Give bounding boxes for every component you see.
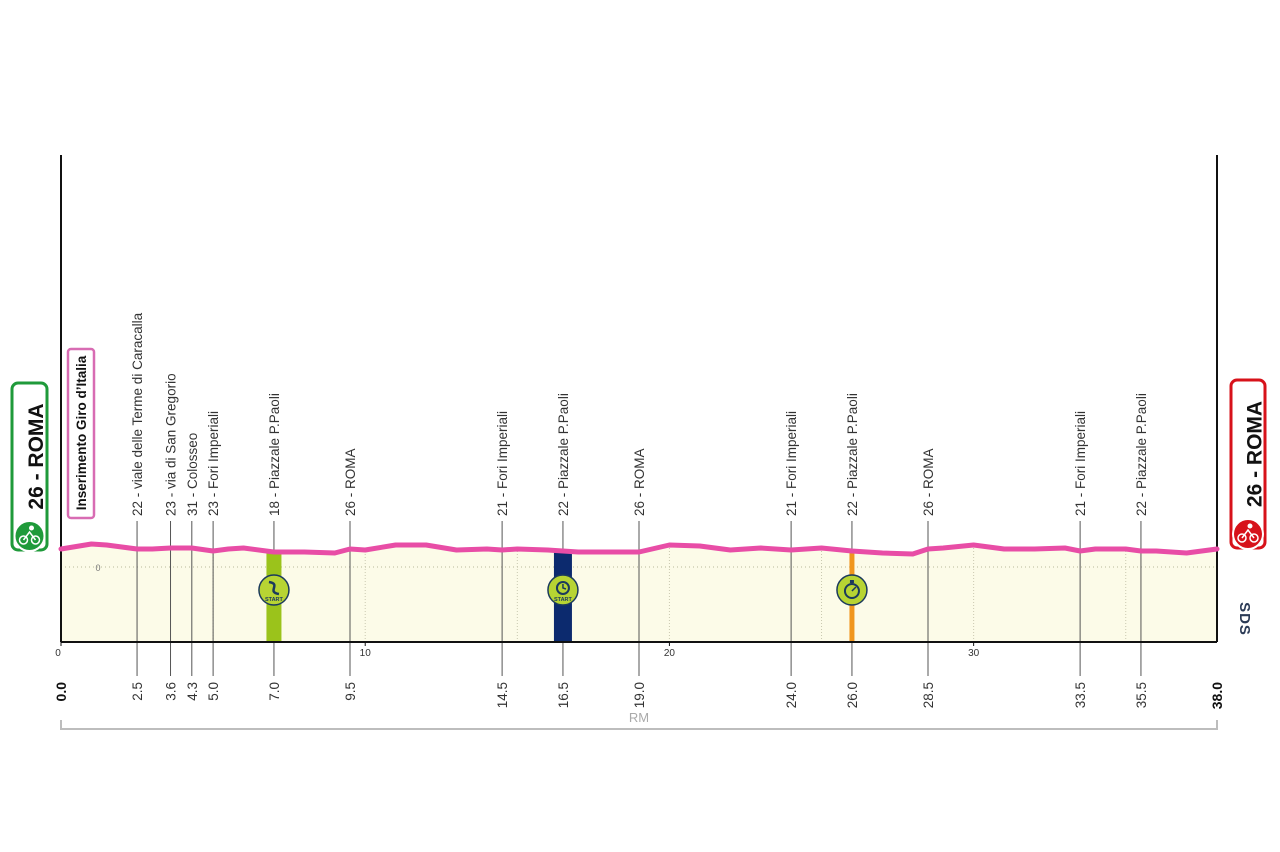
x-tick-label: 0 (55, 648, 61, 659)
marker-start-road-icon: START (258, 574, 290, 606)
brand-logo: SDS (1236, 602, 1253, 636)
waypoint-label: 18 - Piazzale P.Paoli (267, 393, 282, 516)
waypoint-label: 21 - Fori Imperiali (495, 411, 510, 516)
cyclist-wheel (18, 535, 29, 545)
waypoint-km-label: 38.0 (1209, 682, 1225, 709)
waypoint-label: 23 - Fori Imperiali (206, 411, 221, 516)
waypoint-km-label: 35.5 (1134, 682, 1149, 708)
zero-reference-label: 0 (95, 563, 100, 573)
marker-start-clock-icon: START (547, 574, 579, 606)
waypoint-km-label: 4.3 (185, 682, 200, 701)
waypoint-label: 26 - ROMA (921, 448, 936, 516)
waypoint-km-label: 9.5 (343, 682, 358, 701)
stopwatch-glyph (843, 583, 860, 599)
rm-label: RM (629, 710, 649, 725)
stopwatch-crown-glyph (849, 580, 854, 583)
cyclist-frame (22, 530, 37, 541)
cyclist-wheel (1249, 533, 1259, 543)
marker-label: START (265, 597, 284, 603)
waypoint-label: 21 - Fori Imperiali (1073, 411, 1088, 516)
cyclist-wheel (1237, 533, 1247, 543)
start-clock-icon (547, 574, 579, 606)
start-badge-label: 26 - ROMA (25, 403, 48, 509)
x-tick-label: 10 (360, 648, 372, 659)
waypoint-label: 21 - Fori Imperiali (784, 411, 799, 516)
inserimento-box: Inserimento Giro d’Italia (66, 347, 96, 520)
waypoint-km-label: 16.5 (556, 682, 571, 708)
marker-stopwatch-icon (836, 574, 868, 606)
waypoint-km-label: 2.5 (130, 682, 145, 701)
waypoint-km-label: 5.0 (206, 682, 221, 701)
waypoint-km-label: 3.6 (164, 682, 179, 701)
x-tick-label: 30 (968, 648, 980, 659)
cyclist-icon (13, 520, 46, 552)
waypoint-km-label: 14.5 (495, 682, 510, 708)
x-tick-label: 20 (664, 648, 676, 659)
waypoint-km-label: 24.0 (784, 682, 799, 708)
elevation-profile-line (58, 541, 1220, 557)
waypoint-km-label: 33.5 (1073, 682, 1088, 708)
clock-hands-glyph (562, 584, 567, 590)
waypoint-km-label: 26.0 (845, 682, 860, 708)
inserimento-frame (66, 347, 96, 520)
road-glyph (268, 580, 280, 596)
finish-badge: 26 - ROMA (1229, 378, 1267, 550)
inserimento-label: Inserimento Giro d’Italia (74, 355, 89, 510)
distance-bracket (60, 720, 1218, 730)
waypoint-label: 22 - Piazzale P.Paoli (845, 393, 860, 516)
cyclist-head (1247, 523, 1253, 529)
finish-badge-label: 26 - ROMA (1244, 401, 1267, 507)
cyclist-frame (1241, 528, 1255, 539)
marker-label: START (554, 597, 573, 603)
clock-glyph (555, 581, 570, 595)
cyclist-icon (1232, 518, 1264, 550)
waypoint-km-label: 0.0 (53, 682, 69, 702)
waypoint-label: 22 - viale delle Terme di Caracalla (130, 312, 145, 516)
waypoint-km-label: 7.0 (267, 682, 282, 701)
waypoint-label: 22 - Piazzale P.Paoli (556, 393, 571, 516)
cyclist-wheel (30, 535, 41, 545)
stopwatch-hand-glyph (851, 586, 857, 592)
waypoint-km-label: 19.0 (632, 682, 647, 708)
waypoint-label: 23 - via di San Gregorio (164, 373, 179, 516)
waypoint-km-label: 28.5 (921, 682, 936, 708)
cyclist-head (29, 525, 34, 531)
waypoint-label: 26 - ROMA (343, 448, 358, 516)
waypoint-label: 22 - Piazzale P.Paoli (1134, 393, 1149, 516)
waypoint-label: 26 - ROMA (632, 448, 647, 516)
start-badge: 26 - ROMA (10, 381, 49, 552)
waypoint-label: 31 - Colosseo (185, 433, 200, 516)
